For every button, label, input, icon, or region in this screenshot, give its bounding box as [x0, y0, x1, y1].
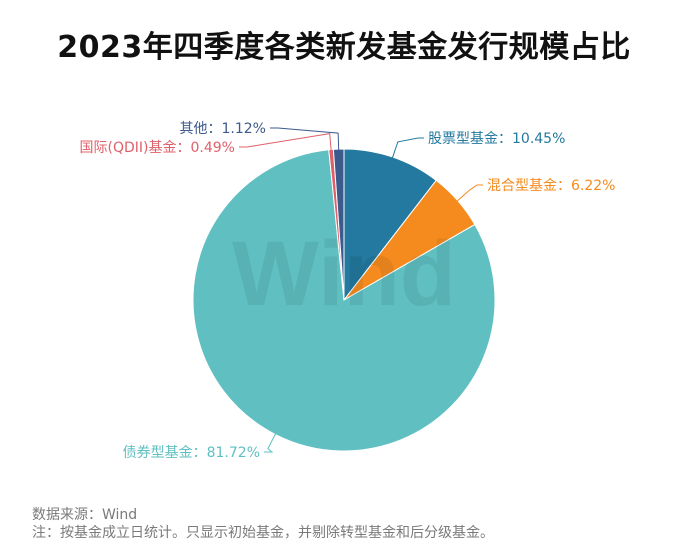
chart-title: 2023年四季度各类新发基金发行规模占比 [57, 30, 631, 65]
chart-footer: 数据来源：Wind 注：按基金成立日统计。只显示初始基金，并剔除转型基金和后分级… [32, 506, 494, 542]
slice-label: 其他：1.12% [180, 121, 266, 137]
leader-line [264, 432, 277, 453]
watermark: Wind [232, 223, 456, 325]
slice-labels: 股票型基金：10.45% 混合型基金：6.22% 债券型基金：81.72% 国际(QD… [80, 121, 616, 461]
slice-label: 国际(QDII)基金：0.49% [80, 139, 235, 156]
leader-line [270, 127, 340, 152]
slice-label: 股票型基金：10.45% [428, 130, 565, 147]
slice-label: 债券型基金：81.72% [123, 444, 260, 461]
footnote: 注：按基金成立日统计。只显示初始基金，并剔除转型基金和后分级基金。 [32, 525, 494, 541]
leader-line [391, 137, 424, 160]
data-source: 数据来源：Wind [32, 507, 138, 523]
leader-line [455, 184, 483, 203]
slice-label: 混合型基金：6.22% [487, 177, 615, 194]
leader-line [239, 133, 332, 152]
pie-slices [192, 148, 496, 452]
